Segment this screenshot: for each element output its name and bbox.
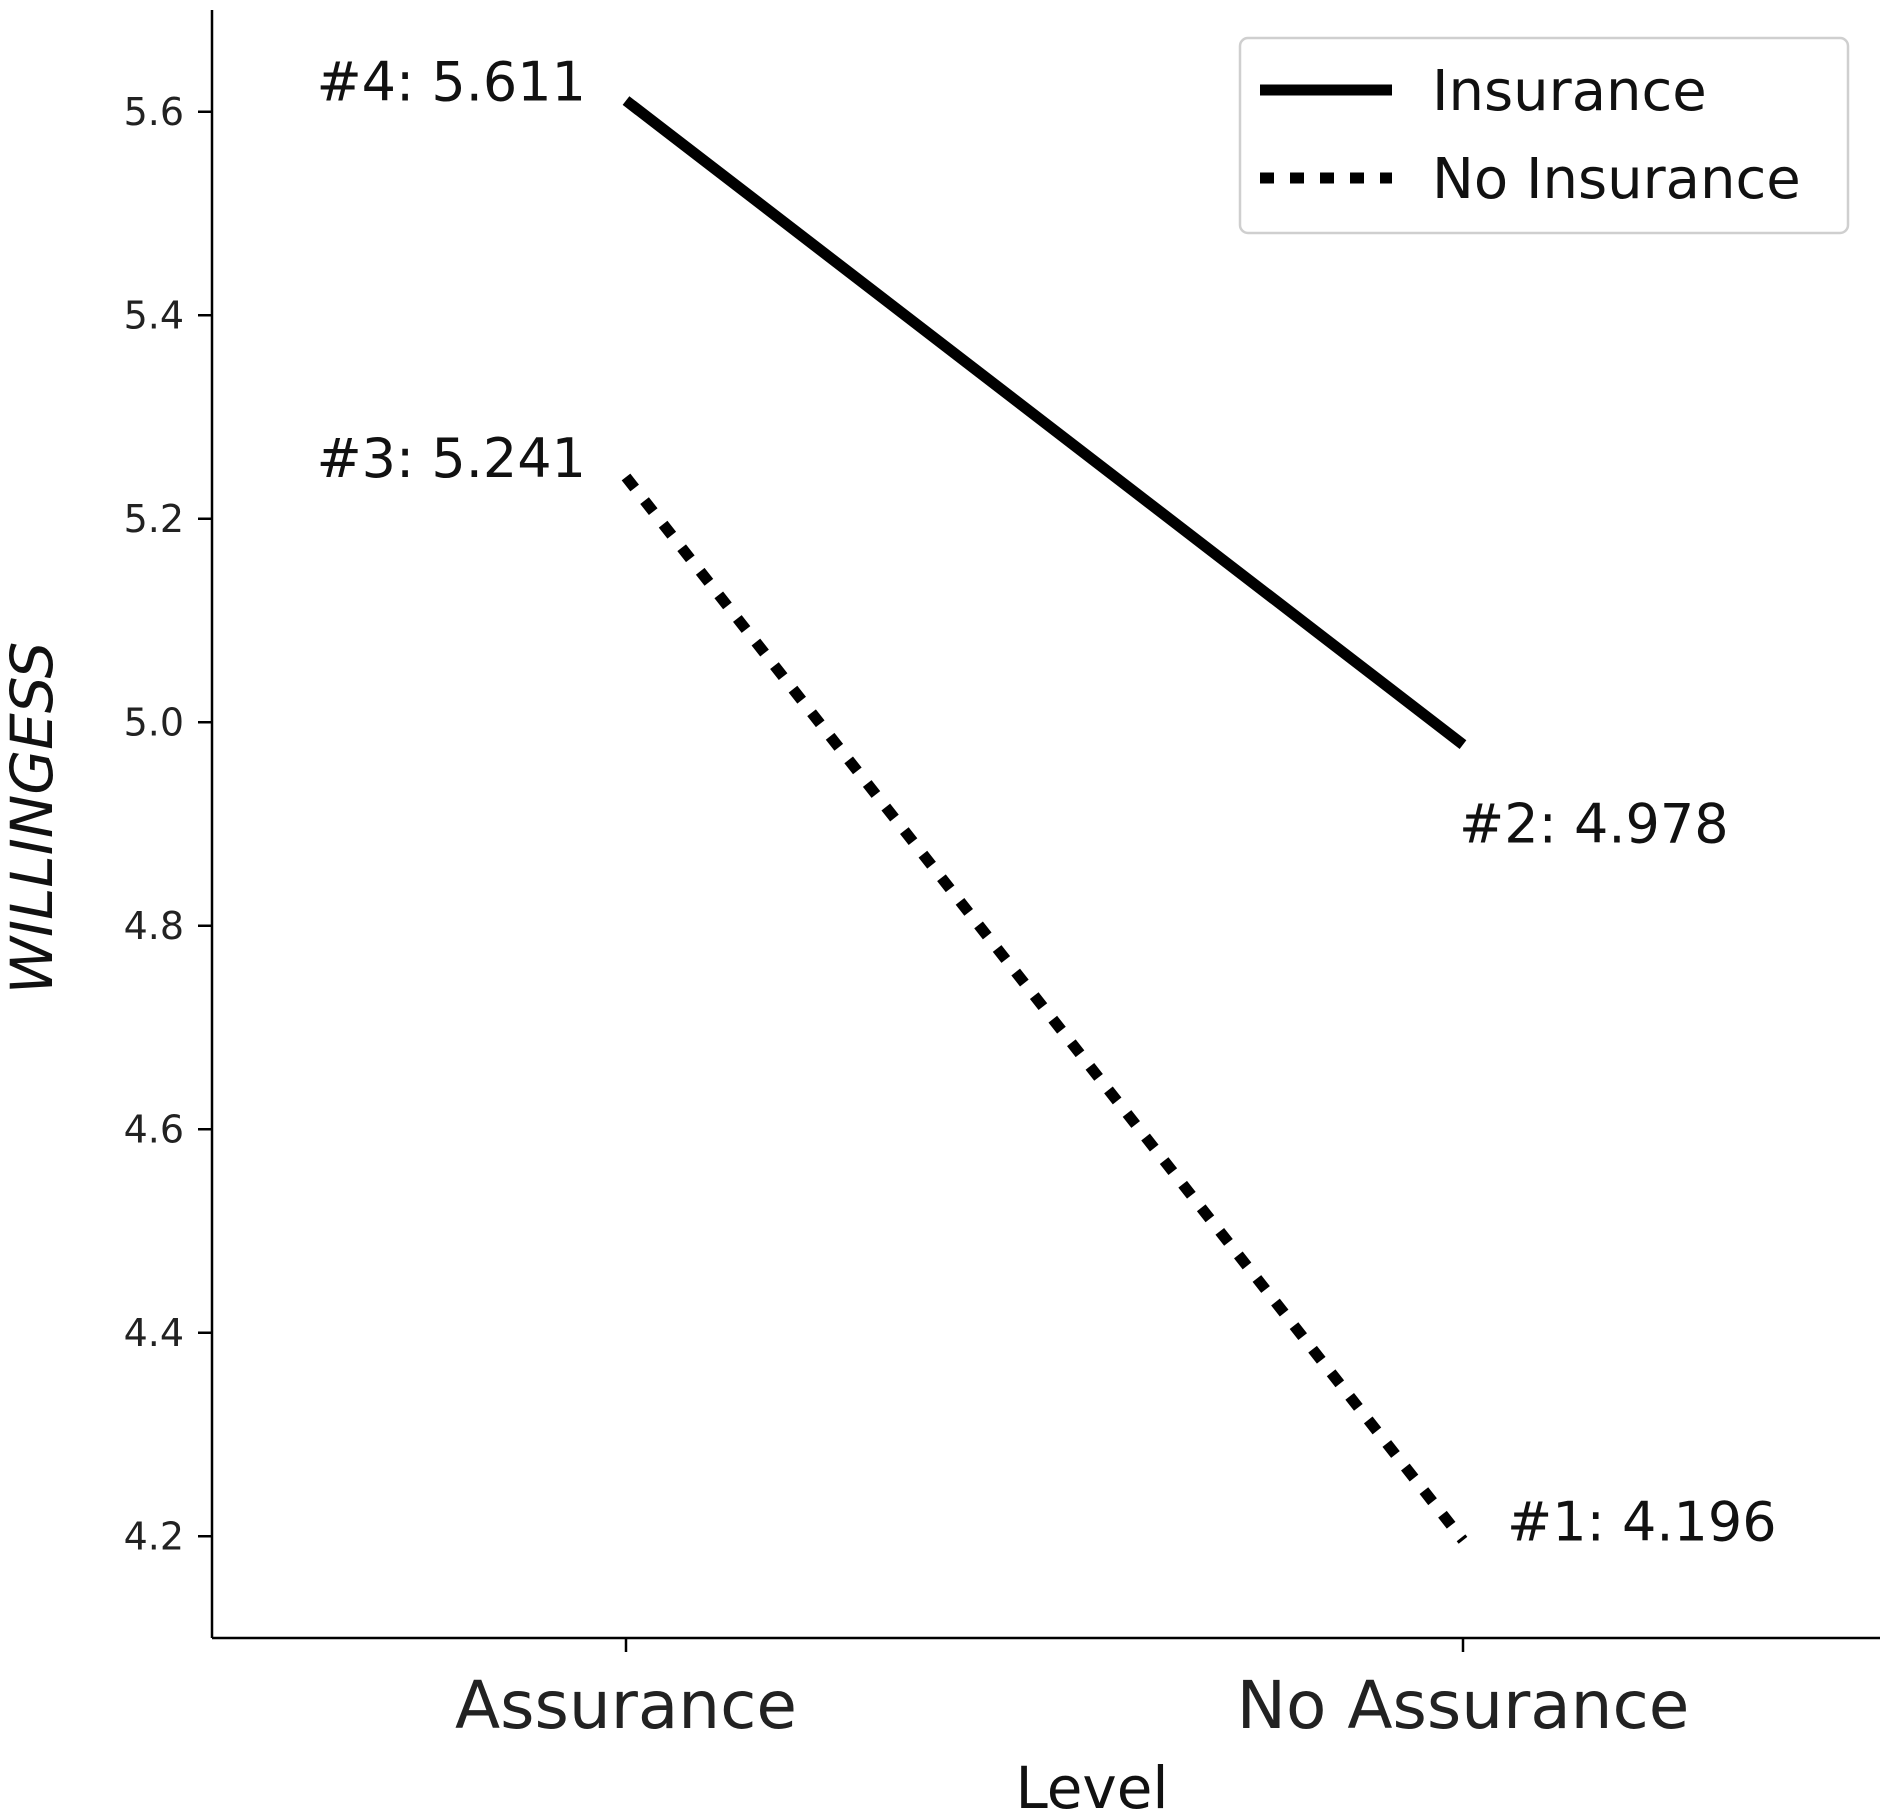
series-layer <box>621 96 1468 1544</box>
y-tick-label: 5.2 <box>124 497 184 541</box>
point-annotation: #1: 4.196 <box>1507 1490 1777 1553</box>
series-line-2 <box>621 473 1468 1544</box>
point-annotation: #3: 5.241 <box>316 427 586 490</box>
legend-label: Insurance <box>1432 59 1707 124</box>
y-tick-label: 4.2 <box>124 1514 184 1558</box>
x-tick-label: No Assurance <box>1237 1667 1690 1744</box>
point-annotations: #4: 5.611 #2: 4.978 #3: 5.241 #1: 4.196 <box>316 51 1776 1554</box>
series-line-1 <box>622 96 1467 749</box>
x-tick-label: Assurance <box>455 1667 797 1744</box>
point-annotation: #4: 5.611 <box>316 51 586 114</box>
x-axis-title: Level <box>1015 1754 1168 1820</box>
y-tick-label: 4.6 <box>124 1107 184 1151</box>
y-tick-label: 5.0 <box>124 700 184 744</box>
legend: Insurance No Insurance <box>1238 36 1850 235</box>
y-tick-label: 4.4 <box>124 1311 184 1355</box>
y-tick-label: 5.4 <box>124 293 184 337</box>
y-tick-label: 4.8 <box>124 904 184 948</box>
point-annotation: #2: 4.978 <box>1459 793 1729 856</box>
x-axis: Assurance No Assurance <box>212 1636 1880 1744</box>
y-tick-label: 5.6 <box>124 90 184 134</box>
y-axis: 4.2 4.4 4.6 4.8 5.0 5.2 5.4 5.6 <box>124 10 214 1638</box>
y-axis-title: WILLINGESS <box>0 642 66 995</box>
legend-label: No Insurance <box>1432 147 1801 212</box>
